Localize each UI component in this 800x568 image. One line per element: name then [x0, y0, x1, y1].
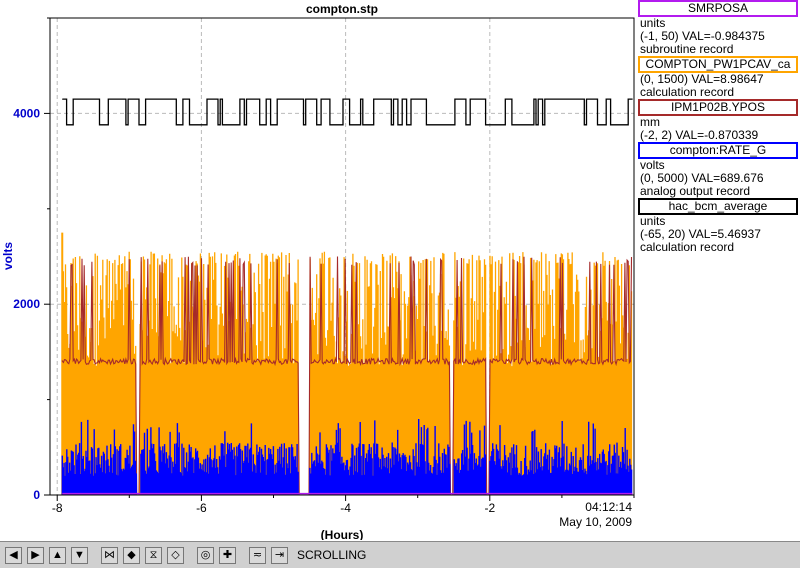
legend-item-units: mm: [640, 115, 660, 129]
auto-scale-icon[interactable]: ◎: [197, 546, 214, 564]
legend-panel: SMRPOSA units (-1, 50) VAL=-0.984375 subrou…: [636, 0, 800, 540]
zoom-out-x-icon[interactable]: ◆: [123, 546, 140, 564]
legend-item-title[interactable]: compton:RATE_G: [638, 142, 798, 159]
legend-item-range-val: (0, 1500) VAL=8.98647: [640, 72, 764, 86]
y-axis-label: volts: [1, 242, 15, 270]
legend-item-title[interactable]: COMPTON_PW1PCAV_ca: [638, 56, 798, 73]
x-tick-label: -8: [52, 501, 63, 515]
arrow-up-icon[interactable]: ▲: [49, 546, 66, 564]
legend-item-range-val: (0, 5000) VAL=689.676: [640, 171, 764, 185]
plot-area-border: [49, 17, 635, 496]
legend-item-title[interactable]: SMRPOSA: [638, 0, 798, 17]
x-tick-label: -2: [484, 501, 495, 515]
legend-item-range-val: (-1, 50) VAL=-0.984375: [640, 29, 765, 43]
date-label: May 10, 2009: [559, 515, 632, 529]
legend-item-record: analog output record: [640, 184, 751, 198]
zoom-in-x-icon[interactable]: ⋈: [101, 546, 118, 564]
y-tick-label: 0: [33, 488, 40, 502]
x-tick-label: -4: [340, 501, 351, 515]
x-axis-label: (Hours): [321, 528, 364, 540]
zoom-in-y-icon[interactable]: ⧖: [145, 546, 162, 564]
legend-item-title[interactable]: IPM1P02B.YPOS: [638, 99, 798, 116]
y-tick-label: 2000: [13, 297, 40, 311]
add-icon[interactable]: ✚: [219, 546, 236, 564]
scroll-mode-icon[interactable]: ≂: [249, 546, 266, 564]
zoom-out-y-icon[interactable]: ◇: [167, 546, 184, 564]
legend-item-units: volts: [640, 158, 665, 172]
y-tick-label: 4000: [13, 106, 40, 120]
legend-item-units: units: [640, 16, 666, 30]
series-compton-rate-g: [61, 419, 633, 495]
jump-end-icon[interactable]: ⇥: [271, 546, 288, 564]
data-traces: [61, 98, 633, 496]
legend-item-record: calculation record: [640, 85, 735, 99]
arrow-down-icon[interactable]: ▼: [71, 546, 88, 564]
series-hac-bcm-average: [62, 98, 633, 126]
arrow-left-icon[interactable]: ◀: [5, 546, 22, 564]
legend-item-record: calculation record: [640, 240, 735, 254]
arrow-right-icon[interactable]: ▶: [27, 546, 44, 564]
toolbar: ◀ ▶ ▲ ▼ ⋈ ◆ ⧖ ◇ ◎ ✚ ≂ ⇥ SCROLLING: [0, 541, 800, 568]
y-axis-ticks: 4000 2000 0: [13, 17, 50, 502]
status-label: SCROLLING: [297, 548, 367, 562]
time-label: 04:12:14: [585, 500, 632, 514]
legend-item-title[interactable]: hac_bcm_average: [638, 198, 798, 215]
chart-title: compton.stp: [306, 2, 378, 16]
x-tick-label: -6: [196, 501, 207, 515]
legend-item-units: units: [640, 214, 666, 228]
series-ipm1p02b-ypos: [61, 256, 633, 496]
legend-item-range-val: (-2, 2) VAL=-0.870339: [640, 128, 759, 142]
legend-item-range-val: (-65, 20) VAL=5.46937: [640, 227, 761, 241]
legend-item-record: subroutine record: [640, 42, 734, 56]
x-axis-ticks: -8 -6 -4 -2: [52, 495, 635, 515]
